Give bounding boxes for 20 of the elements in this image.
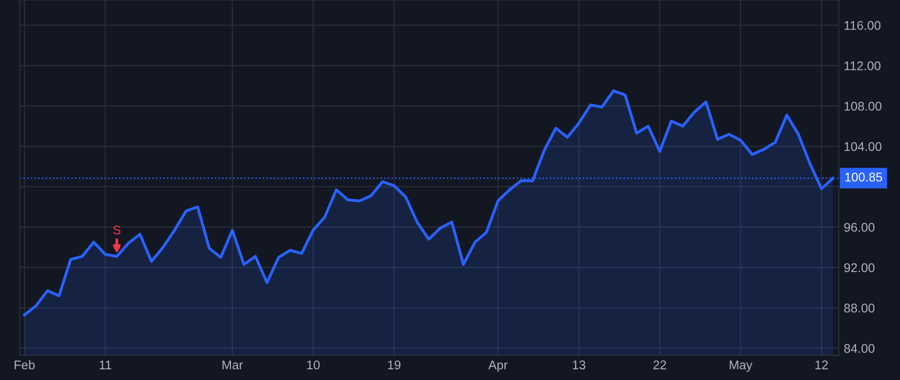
y-tick-label: 112.00 — [844, 61, 880, 70]
x-tick-label: Apr — [488, 360, 508, 372]
x-tick-label: Feb — [14, 360, 35, 370]
y-tick-label: 116.00 — [844, 21, 880, 30]
annotation: S — [113, 226, 120, 234]
y-tick-label: 108.00 — [844, 102, 882, 111]
x-tick-label: 11 — [100, 360, 112, 370]
x-tick-label: 13 — [572, 360, 586, 370]
y-tick-label: 88.00 — [844, 304, 874, 313]
x-tick-label: 10 — [307, 360, 320, 370]
x-tick-label: Mar — [222, 360, 243, 370]
x-tick-label: May — [730, 360, 752, 372]
x-tick-label: 22 — [653, 360, 666, 370]
y-tick-label: 84.00 — [844, 344, 874, 353]
y-tick-label: 96.00 — [844, 222, 874, 232]
x-tick-label: 12 — [815, 360, 828, 370]
x-tick-label: 19 — [388, 360, 400, 370]
y-tick-label: 92.00 — [844, 263, 874, 272]
y-tick-label: 104.00 — [844, 142, 882, 152]
ref-line-label: 100.85 — [845, 172, 882, 182]
